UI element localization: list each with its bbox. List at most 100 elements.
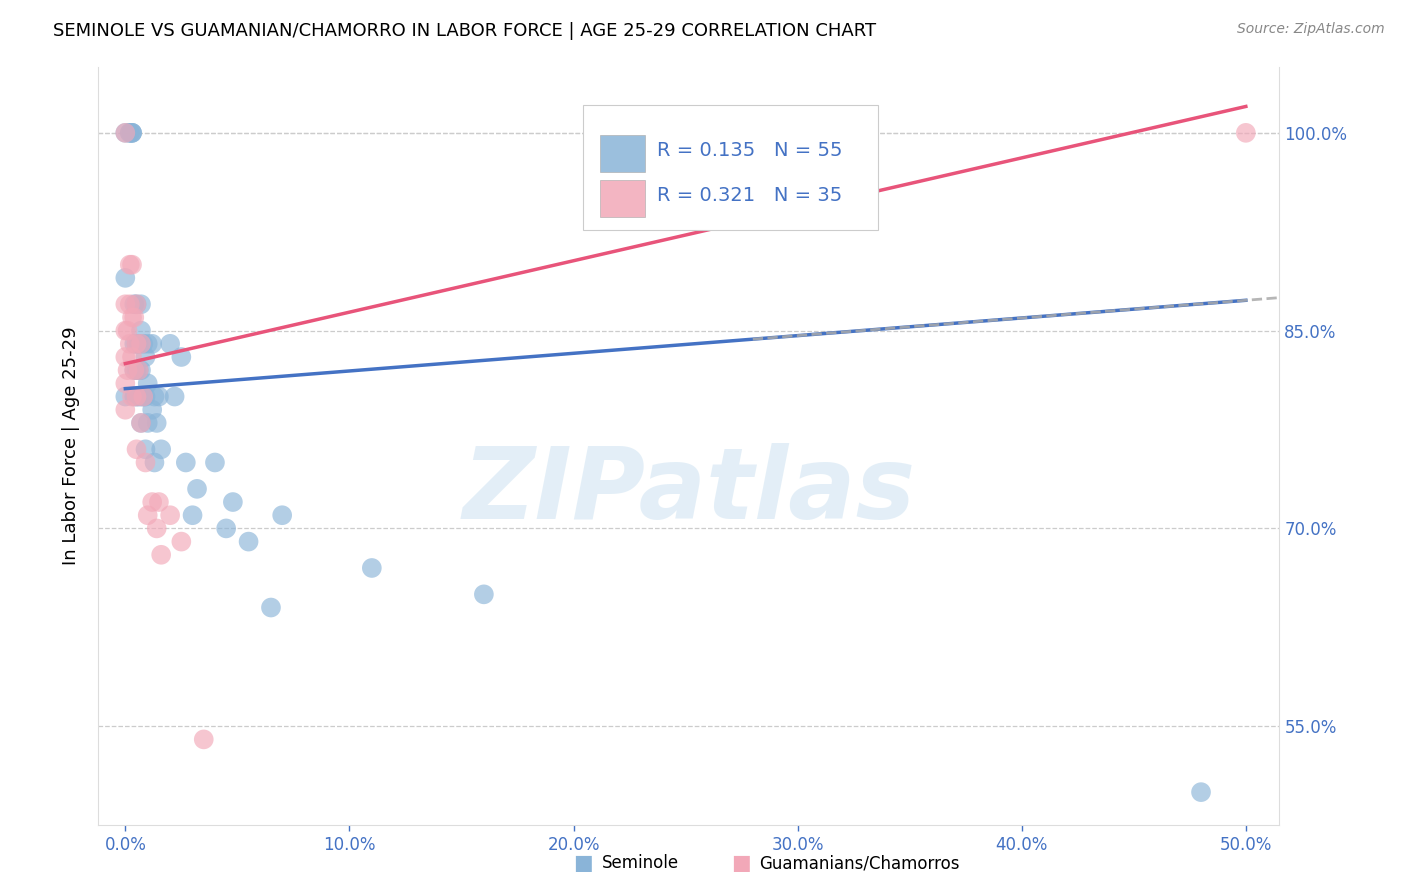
- Point: [150, 548, 173, 562]
- Point: [129, 416, 152, 430]
- Point: [148, 390, 170, 404]
- Point: [136, 508, 159, 523]
- Point: [1189, 785, 1212, 799]
- Point: [118, 126, 141, 140]
- Point: [238, 534, 260, 549]
- Point: [222, 495, 245, 509]
- Point: [141, 336, 163, 351]
- FancyBboxPatch shape: [582, 105, 877, 230]
- Point: [132, 390, 155, 404]
- Point: [121, 390, 143, 404]
- Point: [174, 455, 197, 469]
- Point: [124, 363, 146, 377]
- Point: [141, 495, 163, 509]
- Text: Source: ZipAtlas.com: Source: ZipAtlas.com: [1237, 22, 1385, 37]
- FancyBboxPatch shape: [600, 135, 645, 171]
- Point: [125, 363, 148, 377]
- Point: [125, 336, 148, 351]
- Point: [114, 350, 136, 364]
- Point: [124, 336, 146, 351]
- Point: [271, 508, 294, 523]
- Point: [117, 363, 139, 377]
- Text: SEMINOLE VS GUAMANIAN/CHAMORRO IN LABOR FORCE | AGE 25-29 CORRELATION CHART: SEMINOLE VS GUAMANIAN/CHAMORRO IN LABOR …: [53, 22, 876, 40]
- Y-axis label: In Labor Force | Age 25-29: In Labor Force | Age 25-29: [62, 326, 80, 566]
- Point: [124, 363, 146, 377]
- Point: [128, 363, 150, 377]
- Point: [129, 324, 152, 338]
- Point: [215, 521, 238, 535]
- Point: [125, 297, 148, 311]
- Point: [159, 508, 181, 523]
- Point: [204, 455, 226, 469]
- Point: [134, 442, 156, 457]
- Point: [125, 336, 148, 351]
- Point: [181, 508, 204, 523]
- Point: [118, 336, 141, 351]
- Point: [159, 336, 181, 351]
- Point: [125, 390, 148, 404]
- Point: [118, 126, 141, 140]
- Point: [114, 126, 136, 140]
- Point: [129, 390, 152, 404]
- Point: [134, 390, 156, 404]
- Point: [114, 376, 136, 391]
- Point: [121, 258, 143, 272]
- Point: [145, 521, 167, 535]
- Point: [114, 324, 136, 338]
- Text: ■: ■: [574, 854, 593, 873]
- Point: [170, 350, 193, 364]
- Point: [132, 390, 155, 404]
- Point: [143, 390, 166, 404]
- Point: [141, 402, 163, 417]
- Point: [121, 310, 143, 325]
- Point: [472, 587, 495, 601]
- Point: [128, 363, 150, 377]
- Point: [136, 336, 159, 351]
- Point: [143, 455, 166, 469]
- Point: [114, 402, 136, 417]
- Point: [121, 126, 143, 140]
- Point: [145, 416, 167, 430]
- Text: R = 0.135   N = 55: R = 0.135 N = 55: [657, 141, 842, 160]
- Point: [136, 376, 159, 391]
- FancyBboxPatch shape: [600, 180, 645, 217]
- Point: [121, 350, 143, 364]
- Point: [170, 534, 193, 549]
- Point: [129, 363, 152, 377]
- Point: [128, 390, 150, 404]
- Point: [163, 390, 186, 404]
- Point: [134, 350, 156, 364]
- Point: [193, 732, 215, 747]
- Point: [136, 416, 159, 430]
- Text: Guamanians/Chamorros: Guamanians/Chamorros: [759, 855, 960, 872]
- Point: [125, 297, 148, 311]
- Point: [150, 442, 173, 457]
- Point: [134, 455, 156, 469]
- Point: [132, 336, 155, 351]
- Point: [129, 336, 152, 351]
- Point: [118, 297, 141, 311]
- Point: [114, 297, 136, 311]
- Point: [124, 390, 146, 404]
- Point: [114, 390, 136, 404]
- Point: [186, 482, 208, 496]
- Point: [114, 271, 136, 285]
- Text: Seminole: Seminole: [602, 855, 679, 872]
- Point: [117, 324, 139, 338]
- Point: [128, 336, 150, 351]
- Text: R = 0.321   N = 35: R = 0.321 N = 35: [657, 186, 842, 205]
- Point: [129, 416, 152, 430]
- Text: ■: ■: [731, 854, 751, 873]
- Point: [1234, 126, 1257, 140]
- Point: [121, 126, 143, 140]
- Point: [121, 126, 143, 140]
- Point: [125, 390, 148, 404]
- Point: [148, 495, 170, 509]
- Point: [124, 297, 146, 311]
- Point: [360, 561, 382, 575]
- Point: [129, 297, 152, 311]
- Point: [125, 442, 148, 457]
- Point: [118, 258, 141, 272]
- Point: [114, 126, 136, 140]
- Text: ZIPatlas: ZIPatlas: [463, 443, 915, 540]
